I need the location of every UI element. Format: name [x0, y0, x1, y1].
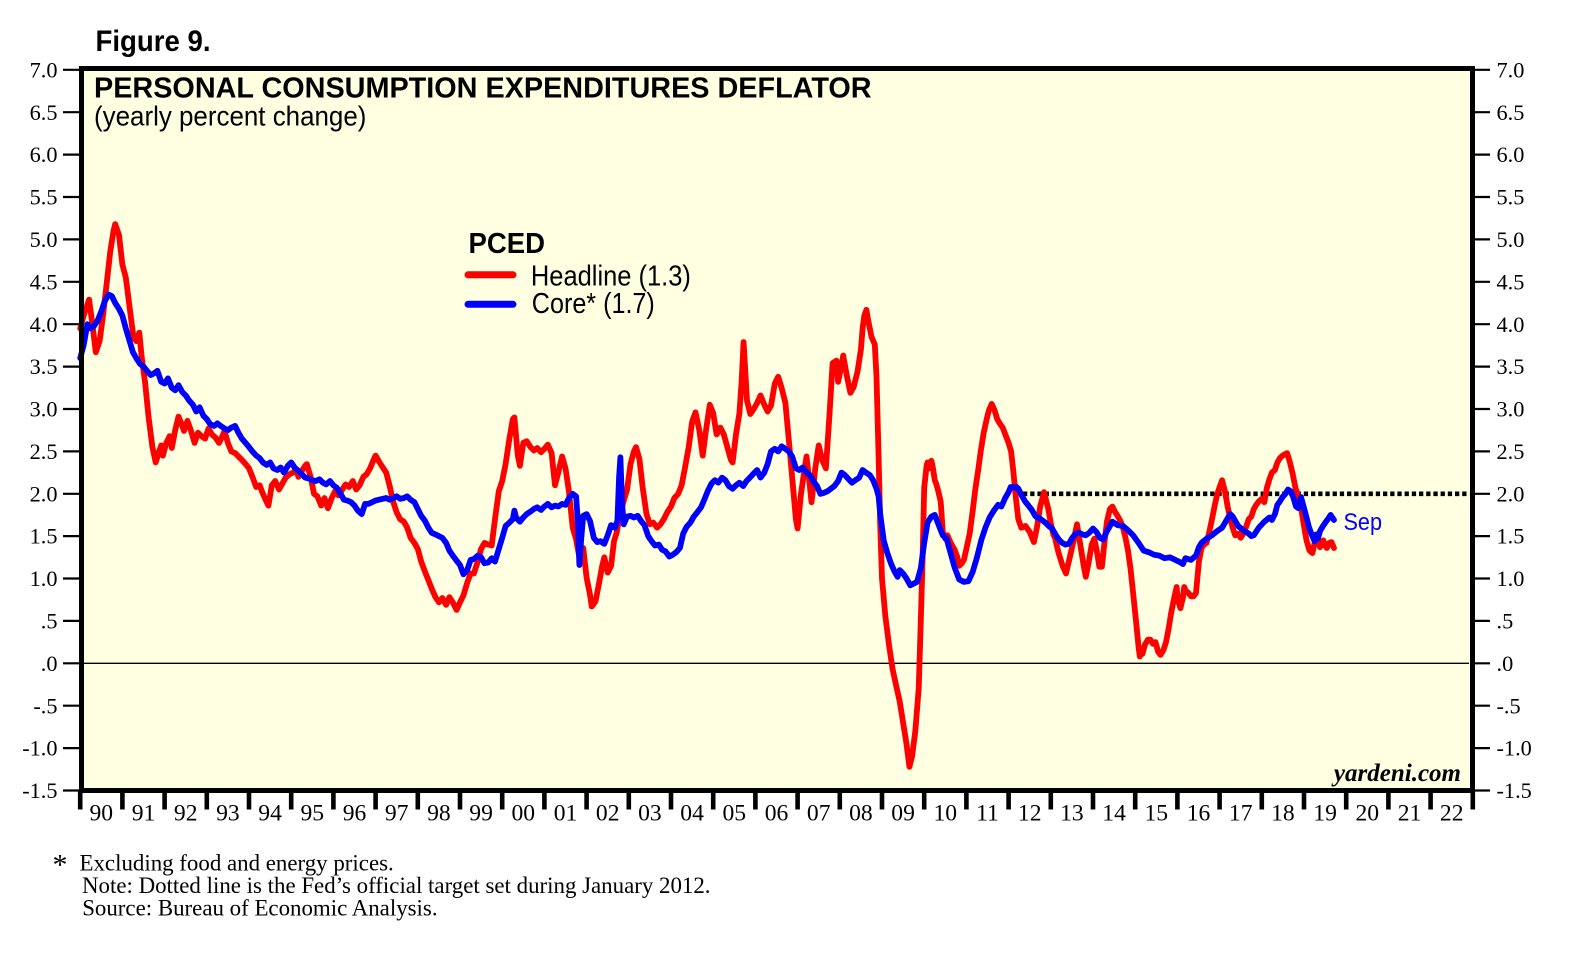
svg-text:1.0: 1.0 [1497, 566, 1525, 591]
svg-text:PCED: PCED [469, 227, 546, 259]
svg-text:.0: .0 [1497, 651, 1514, 676]
svg-text:94: 94 [258, 800, 282, 826]
svg-text:1.5: 1.5 [1497, 524, 1525, 549]
svg-text:02: 02 [596, 800, 620, 826]
svg-text:Core* (1.7): Core* (1.7) [532, 287, 655, 319]
svg-text:7.0: 7.0 [30, 57, 58, 82]
svg-text:5.0: 5.0 [1497, 227, 1525, 252]
svg-text:12: 12 [1018, 800, 1042, 826]
svg-text:yardeni.com: yardeni.com [1331, 760, 1461, 787]
svg-text:07: 07 [807, 800, 831, 826]
svg-text:19: 19 [1313, 800, 1337, 826]
svg-text:6.0: 6.0 [30, 142, 58, 167]
svg-text:01: 01 [554, 800, 578, 826]
svg-text:4.0: 4.0 [30, 312, 58, 337]
svg-text:92: 92 [174, 800, 198, 826]
svg-text:98: 98 [427, 800, 451, 826]
svg-text:04: 04 [680, 800, 704, 826]
svg-text:.5: .5 [1497, 609, 1514, 634]
svg-text:03: 03 [638, 800, 662, 826]
svg-text:(yearly percent change): (yearly percent change) [94, 100, 366, 131]
svg-text:21: 21 [1398, 800, 1422, 826]
svg-text:90: 90 [90, 800, 114, 826]
svg-text:22: 22 [1440, 800, 1464, 826]
svg-text:Excluding food and energy pric: Excluding food and energy prices. [80, 850, 394, 875]
svg-text:95: 95 [301, 800, 325, 826]
svg-text:6.0: 6.0 [1497, 142, 1525, 167]
svg-text:Figure 9.: Figure 9. [96, 25, 211, 58]
svg-text:3.5: 3.5 [30, 354, 58, 379]
svg-text:10: 10 [934, 800, 958, 826]
svg-text:13: 13 [1060, 800, 1084, 826]
svg-text:6.5: 6.5 [30, 100, 58, 125]
svg-text:08: 08 [849, 800, 873, 826]
svg-text:-1.5: -1.5 [22, 778, 57, 803]
svg-text:*: * [53, 849, 68, 882]
svg-text:11: 11 [976, 800, 999, 826]
svg-text:5.5: 5.5 [30, 185, 58, 210]
svg-text:2.0: 2.0 [1497, 481, 1525, 506]
svg-text:-1.0: -1.0 [22, 736, 57, 761]
svg-text:09: 09 [891, 800, 915, 826]
svg-text:1.0: 1.0 [30, 566, 58, 591]
svg-text:Headline (1.3): Headline (1.3) [531, 259, 691, 291]
svg-text:96: 96 [343, 800, 367, 826]
svg-text:4.0: 4.0 [1497, 312, 1525, 337]
svg-text:18: 18 [1271, 800, 1295, 826]
svg-text:PERSONAL CONSUMPTION EXPENDITU: PERSONAL CONSUMPTION EXPENDITURES DEFLAT… [94, 72, 872, 104]
svg-text:05: 05 [723, 800, 747, 826]
svg-text:-.5: -.5 [1497, 693, 1521, 718]
svg-text:4.5: 4.5 [30, 269, 58, 294]
svg-text:1.5: 1.5 [30, 524, 58, 549]
svg-text:5.5: 5.5 [1497, 185, 1525, 210]
svg-text:3.5: 3.5 [1497, 354, 1525, 379]
svg-text:16: 16 [1187, 800, 1211, 826]
svg-text:4.5: 4.5 [1497, 269, 1525, 294]
svg-text:7.0: 7.0 [1497, 57, 1525, 82]
svg-text:3.0: 3.0 [1497, 397, 1525, 422]
svg-text:17: 17 [1229, 800, 1253, 826]
svg-text:91: 91 [132, 800, 156, 826]
svg-text:15: 15 [1145, 800, 1169, 826]
svg-text:6.5: 6.5 [1497, 100, 1525, 125]
svg-text:20: 20 [1356, 800, 1380, 826]
svg-text:2.5: 2.5 [30, 439, 58, 464]
svg-text:2.0: 2.0 [30, 481, 58, 506]
svg-text:00: 00 [512, 800, 536, 826]
svg-text:-1.0: -1.0 [1497, 736, 1532, 761]
svg-text:06: 06 [765, 800, 789, 826]
svg-text:Note: Dotted line is the Fed’s: Note: Dotted line is the Fed’s official … [82, 873, 711, 898]
svg-text:.5: .5 [41, 609, 58, 634]
svg-text:-.5: -.5 [33, 693, 57, 718]
svg-text:-1.5: -1.5 [1497, 778, 1532, 803]
svg-text:99: 99 [469, 800, 493, 826]
svg-text:14: 14 [1102, 800, 1126, 826]
svg-text:5.0: 5.0 [30, 227, 58, 252]
svg-text:97: 97 [385, 800, 409, 826]
svg-text:2.5: 2.5 [1497, 439, 1525, 464]
svg-text:Sep: Sep [1344, 510, 1383, 536]
svg-text:Source: Bureau of Economic Ana: Source: Bureau of Economic Analysis. [82, 896, 437, 921]
svg-text:.0: .0 [41, 651, 58, 676]
svg-text:3.0: 3.0 [30, 397, 58, 422]
svg-text:93: 93 [216, 800, 240, 826]
